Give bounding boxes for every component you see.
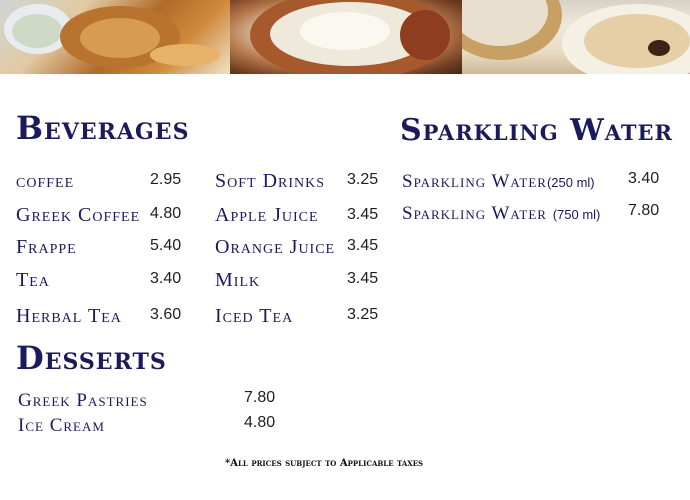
menu-item-price: 3.25 [347, 306, 379, 323]
menu-item-name: Greek Pastries [18, 390, 148, 411]
menu-item-name: Herbal Tea [16, 305, 122, 327]
menu-item-name: Sparkling Water (750 ml) [402, 204, 600, 223]
fried-food-photo [0, 0, 230, 74]
menu-item-price: 7.80 [628, 202, 660, 219]
menu-item-volume: (250 ml) [546, 175, 595, 190]
menu-item-name: Soft Drinks [215, 170, 326, 192]
menu-item-price: 3.45 [347, 270, 379, 287]
menu-item-name: Apple Juice [215, 204, 319, 226]
menu-item-volume: (750 ml) [552, 207, 601, 222]
menu-item-name: Milk [215, 269, 261, 291]
menu-item-price: 5.40 [150, 237, 182, 254]
desserts-title: Desserts [16, 339, 167, 377]
tax-footnote: *All prices subject to Applicable taxes [225, 458, 424, 469]
menu-item-name: Sparkling Water(250 ml) [402, 172, 595, 191]
menu-item-price: 7.80 [244, 389, 276, 406]
menu-item-name: Tea [16, 269, 50, 291]
menu-item-price: 3.25 [347, 171, 379, 188]
menu-item-price: 3.60 [150, 306, 182, 323]
menu-item-price: 3.40 [150, 270, 182, 287]
menu-item-price: 4.80 [150, 205, 182, 222]
menu-item-name: Orange Juice [215, 236, 336, 258]
menu-item-price: 4.80 [244, 414, 276, 431]
menu-item-name: Frappe [16, 236, 77, 258]
food-photo-strip [0, 0, 690, 74]
menu-item-name: Ice Cream [18, 415, 105, 436]
menu-item-label: Sparkling Water [402, 171, 547, 192]
pastry-basket-photo [462, 0, 690, 74]
menu-item-price: 3.40 [628, 170, 660, 187]
menu-item-name: Greek Coffee [16, 204, 141, 226]
menu-item-name: Iced Tea [215, 305, 294, 327]
cheese-dish-photo [230, 0, 462, 74]
menu-item-price: 3.45 [347, 206, 379, 223]
beverages-title: Beverages [16, 109, 190, 147]
menu-item-price: 2.95 [150, 171, 182, 188]
menu-item-label: Sparkling Water [402, 203, 547, 224]
sparkling-water-title: Sparkling Water [400, 113, 674, 148]
menu-item-price: 3.45 [347, 237, 379, 254]
menu-item-name: coffee [16, 170, 75, 192]
